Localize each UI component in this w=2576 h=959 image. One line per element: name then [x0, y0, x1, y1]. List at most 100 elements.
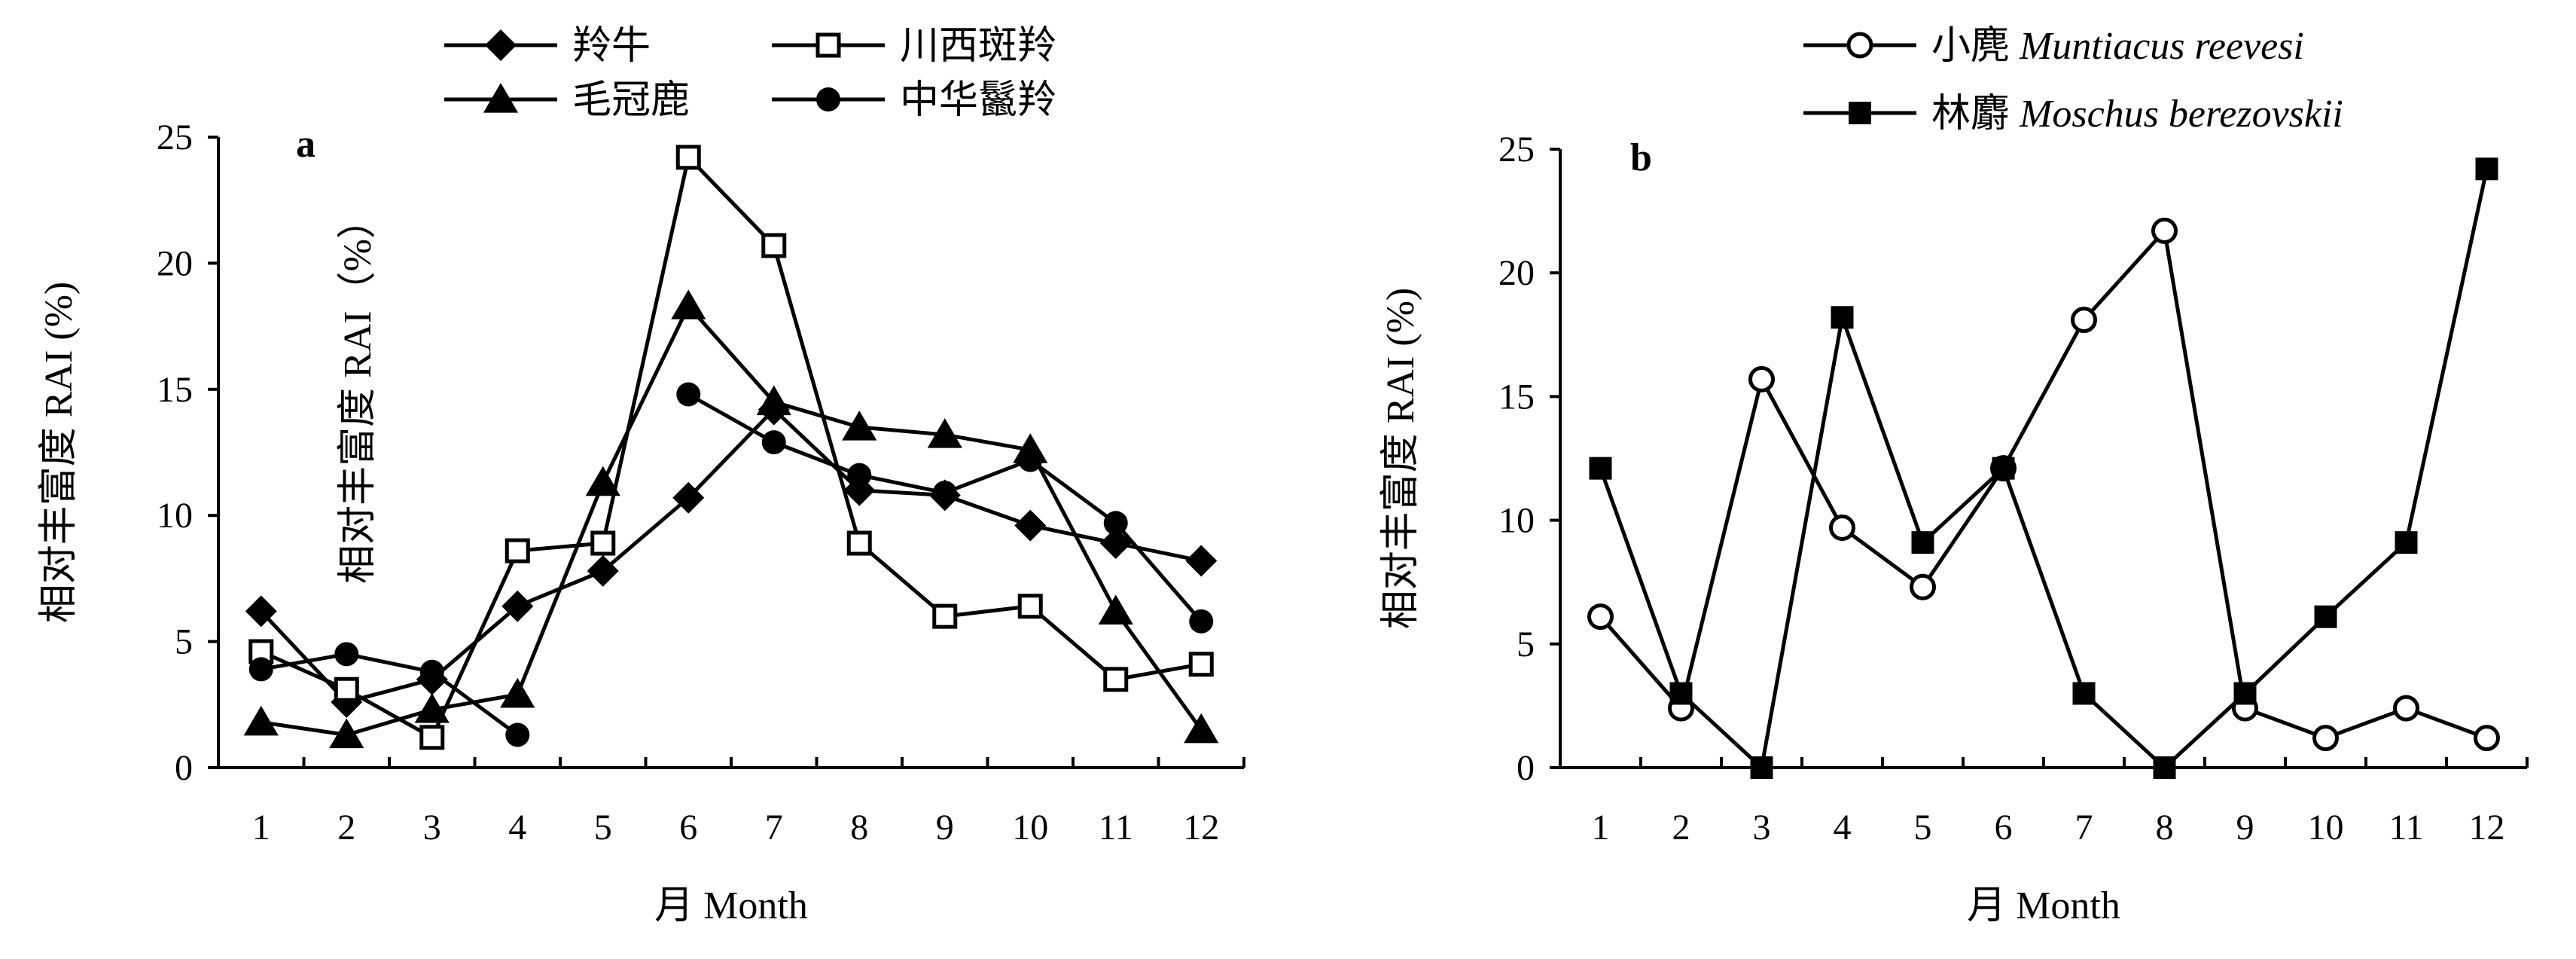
panel-b-x-tick-label: 12 — [2469, 808, 2505, 848]
panel-a-series-3-point — [414, 692, 450, 723]
panel-b-series-1-point — [2474, 725, 2500, 752]
panel-b-series-2-point — [2395, 531, 2418, 554]
panel-b-legend-entry-1: 小麂 Muntiacus reevesi — [1803, 25, 2304, 68]
panel-b-series-1-point — [2393, 695, 2419, 722]
panel-a-series-1-point — [245, 595, 277, 628]
panel-a-series-2-point — [932, 603, 958, 629]
panel-b-legend-label: 小麂 Muntiacus reevesi — [1931, 25, 2304, 68]
panel-a-legend-marker — [816, 87, 840, 111]
panel-a-series-2-point — [590, 530, 616, 556]
panel-a-x-tick-label: 12 — [1183, 808, 1219, 848]
panel-b-x-tick-label: 4 — [1834, 808, 1852, 848]
panel-a-y-tick-label: 20 — [157, 243, 193, 283]
panel-a-y-tick-label: 10 — [157, 496, 193, 536]
panel-b-series-1-point — [1748, 365, 1775, 392]
panel-b-series-2-point — [1669, 682, 1693, 705]
panel-b-x-tick-label: 5 — [1914, 808, 1932, 848]
panel-b-series-1-point — [2071, 307, 2097, 334]
panel-b-series-1-point — [1587, 603, 1614, 631]
panel-b-y-tick-label: 15 — [1498, 377, 1535, 417]
panel-a-legend-label: 川西斑羚 — [900, 25, 1056, 68]
panel-a-series-3-point — [1098, 594, 1133, 625]
panel-a-series-3-point — [927, 418, 962, 448]
panel-a-legend-entry-4: 中华鬣羚 — [772, 79, 1056, 122]
panel-a-series-4-point — [847, 463, 872, 487]
panel-a-x-tick-label: 2 — [337, 808, 355, 848]
panel-b-x-tick-label: 8 — [2156, 808, 2174, 848]
panel-a-series-2-point — [1017, 594, 1043, 619]
panel-b-y-tick-label: 20 — [1498, 253, 1535, 293]
panel-b-x-tick-label: 2 — [1672, 808, 1690, 848]
panel-a-x-tick-label: 11 — [1099, 808, 1133, 848]
panel-a-series-4-point — [761, 430, 786, 455]
panel-a-x-tick-label: 6 — [679, 808, 697, 848]
panel-a-x-tick-label: 3 — [423, 808, 441, 848]
panel-a-series-4-point — [505, 722, 530, 747]
panel-b-y-axis-title: 相对丰富度 RAI (%) — [1379, 288, 1422, 630]
panel-b-series-1-point — [1910, 573, 1936, 600]
panel-a-series-2-point — [1188, 652, 1214, 677]
panel-b-legend-label: 林麝 Moschus berezovskii — [1931, 93, 2343, 136]
panel-b-series-2-point — [1831, 306, 1854, 329]
panel-b-series-1-point — [2151, 217, 2178, 244]
panel-b-series-1-point — [1829, 514, 1855, 541]
panel-a-series-2-point — [334, 676, 359, 702]
panel-a-series-3-line — [261, 304, 1203, 737]
panel-a-series-2-line — [260, 155, 1202, 740]
panel-a-legend-entry-1: 羚牛 — [444, 25, 651, 68]
panel-a-legend-entry-3: 毛冠鹿 — [444, 79, 690, 122]
panel-b-panel-label: b — [1630, 136, 1652, 179]
panel-a-x-tick-label: 1 — [252, 808, 270, 848]
panel-b-x-tick-label: 7 — [2075, 808, 2093, 848]
panel-b-y-tick-label: 25 — [1498, 130, 1535, 170]
panel-a-series-4-point — [334, 642, 359, 667]
panel-b-series-2-point — [1992, 457, 2015, 480]
panel-b-series-2-point — [2475, 157, 2498, 181]
panel-a-series-4-point — [1189, 609, 1214, 634]
panel-b-legend-marker — [1846, 32, 1873, 59]
panel-a-series-3-point — [1184, 713, 1219, 744]
panel-a-series-1-line — [259, 408, 1202, 704]
panel-b-x-tick-label: 1 — [1592, 808, 1610, 848]
panel-a-series-4-point — [1103, 511, 1128, 536]
panel-b-x-axis-title: 月 Month — [1967, 884, 2120, 927]
panel-a-y-tick-label: 5 — [175, 622, 193, 662]
panel-a-series-2-point — [1103, 667, 1129, 692]
panel-a-x-tick-label: 9 — [936, 808, 954, 848]
panel-b-series-1-point — [2312, 725, 2339, 752]
panel-a-series-3-point — [329, 718, 364, 749]
panel-a-legend-marker — [485, 29, 517, 61]
panel-a-x-tick-label: 4 — [508, 808, 526, 848]
panel-a-legend-label: 中华鬣羚 — [900, 79, 1056, 122]
panel-a-legend-label: 羚牛 — [572, 25, 651, 68]
panel-a-series-1-point — [672, 481, 705, 514]
panel-b-series-2-point — [2072, 682, 2096, 705]
panel-a-series-4-point — [1018, 447, 1043, 472]
panel-b-y-tick-label: 5 — [1517, 625, 1535, 664]
panel-b-series-2-point — [2153, 756, 2176, 779]
panel-a-series-2-point — [846, 530, 872, 556]
panel-a-legend-marker — [483, 83, 519, 113]
panel-a-legend-marker — [815, 32, 841, 58]
panel-b-series-1-line — [1599, 228, 2488, 741]
panel-a-series-3-point — [842, 411, 877, 441]
panel-a-y-axis-title: 相对丰富度 RAI (%) — [38, 282, 81, 624]
panel-a-series-4-point — [419, 659, 444, 684]
panel-a-series-4-point — [676, 382, 701, 407]
panel-b-series-2-line — [1599, 168, 2489, 770]
panel-b-legend-marker — [1849, 102, 1871, 124]
panel-a-legend-entry-2: 川西斑羚 — [772, 25, 1056, 68]
panel-a-x-tick-label: 10 — [1012, 808, 1048, 848]
panel-b-x-tick-label: 11 — [2389, 808, 2423, 848]
panel-a-series-1-point — [501, 590, 534, 622]
panel-a-x-tick-label: 5 — [594, 808, 612, 848]
panel-a-panel-label: a — [296, 123, 316, 166]
panel-a-y-tick-label: 0 — [175, 748, 193, 788]
panel-a-y-tick-label: 15 — [157, 370, 193, 410]
panel-a-series-4-point — [248, 657, 273, 682]
panel-a-series-2-point — [761, 233, 787, 258]
panel-b-x-tick-label: 10 — [2308, 808, 2344, 848]
